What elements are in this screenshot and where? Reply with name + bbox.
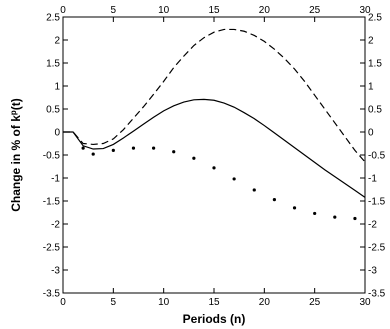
y-tick-label-left: -1 xyxy=(51,174,60,185)
dotted-series-point xyxy=(81,146,85,150)
y-axis-title-tail: (t) xyxy=(9,98,23,110)
dotted-series-point xyxy=(192,156,196,160)
dotted-series-point xyxy=(313,211,317,216)
y-tick-label-left: 0.5 xyxy=(46,105,60,116)
y-tick-label-right: -2 xyxy=(368,220,377,231)
x-axis-title: Periods (n) xyxy=(183,312,246,326)
y-tick-label-left: 2 xyxy=(54,36,60,47)
x-tick-label-bottom: 20 xyxy=(259,297,271,308)
dotted-series-point xyxy=(152,146,156,150)
series-group xyxy=(63,28,366,221)
x-tick-label-top: 10 xyxy=(158,5,170,16)
y-tick-label-left: 1 xyxy=(54,82,60,93)
y-tick-label-left: 1.5 xyxy=(46,59,60,70)
x-tick-label-bottom: 0 xyxy=(60,297,66,308)
solid-series-line xyxy=(63,98,366,198)
x-tick-label-bottom: 10 xyxy=(158,297,170,308)
y-tick-label-right: 2.5 xyxy=(368,13,382,24)
y-tick-label-left: -2 xyxy=(51,220,60,231)
x-tick-label-bottom: 25 xyxy=(309,297,321,308)
dotted-series-point xyxy=(353,216,357,221)
dotted-series-point xyxy=(172,150,176,154)
y-tick-label-right: -0.5 xyxy=(368,151,386,162)
y-axis-title-main: Change in % of k xyxy=(9,115,23,212)
dotted-series-point xyxy=(333,215,337,219)
x-tick-label-top: 20 xyxy=(259,5,271,16)
x-tick-label-top: 15 xyxy=(208,5,220,16)
dotted-series-point xyxy=(232,177,236,181)
y-tick-label-right: 2 xyxy=(368,36,374,47)
dotted-series-point xyxy=(212,166,216,170)
y-tick-label-left: -1.5 xyxy=(43,197,61,208)
y-tick-label-right: 0 xyxy=(368,128,374,139)
dotted-series-point xyxy=(292,206,297,210)
dotted-series-point xyxy=(91,152,95,156)
y-tick-label-right: -3.5 xyxy=(368,289,386,300)
y-tick-label-left: -0.5 xyxy=(43,151,61,162)
x-tick-label-bottom: 30 xyxy=(359,297,371,308)
y-tick-label-right: -2.5 xyxy=(368,243,386,254)
y-tick-label-left: -3.5 xyxy=(43,289,61,300)
y-tick-label-right: -3 xyxy=(368,266,377,277)
y-axis-title: Change in % of kp(t) xyxy=(9,98,24,212)
y-tick-label-left: 0 xyxy=(54,128,60,139)
plot-frame xyxy=(62,16,366,294)
dotted-series-point xyxy=(111,148,115,152)
y-tick-label-right: 1 xyxy=(368,82,374,93)
x-tick-label-top: 25 xyxy=(309,5,321,16)
y-tick-label-left: -3 xyxy=(51,266,60,277)
y-tick-label-right: 0.5 xyxy=(368,105,382,116)
x-tick-label-top: 0 xyxy=(60,5,66,16)
y-tick-label-right: -1 xyxy=(368,174,377,185)
y-tick-label-left: -2.5 xyxy=(43,243,61,254)
y-tick-label-left: 2.5 xyxy=(46,13,60,24)
dashed-series-line xyxy=(63,28,366,163)
y-tick-label-right: -1.5 xyxy=(368,197,386,208)
x-tick-label-top: 30 xyxy=(359,5,371,16)
dotted-series-point xyxy=(252,188,256,192)
x-tick-label-bottom: 15 xyxy=(208,297,220,308)
ticks xyxy=(62,16,366,294)
dotted-series-point xyxy=(272,198,276,202)
dotted-series-point xyxy=(131,146,136,150)
y-axis-title-superscript: p xyxy=(9,110,18,115)
x-tick-label-bottom: 5 xyxy=(111,297,117,308)
x-tick-label-top: 5 xyxy=(111,5,117,16)
y-tick-label-right: 1.5 xyxy=(368,59,382,70)
